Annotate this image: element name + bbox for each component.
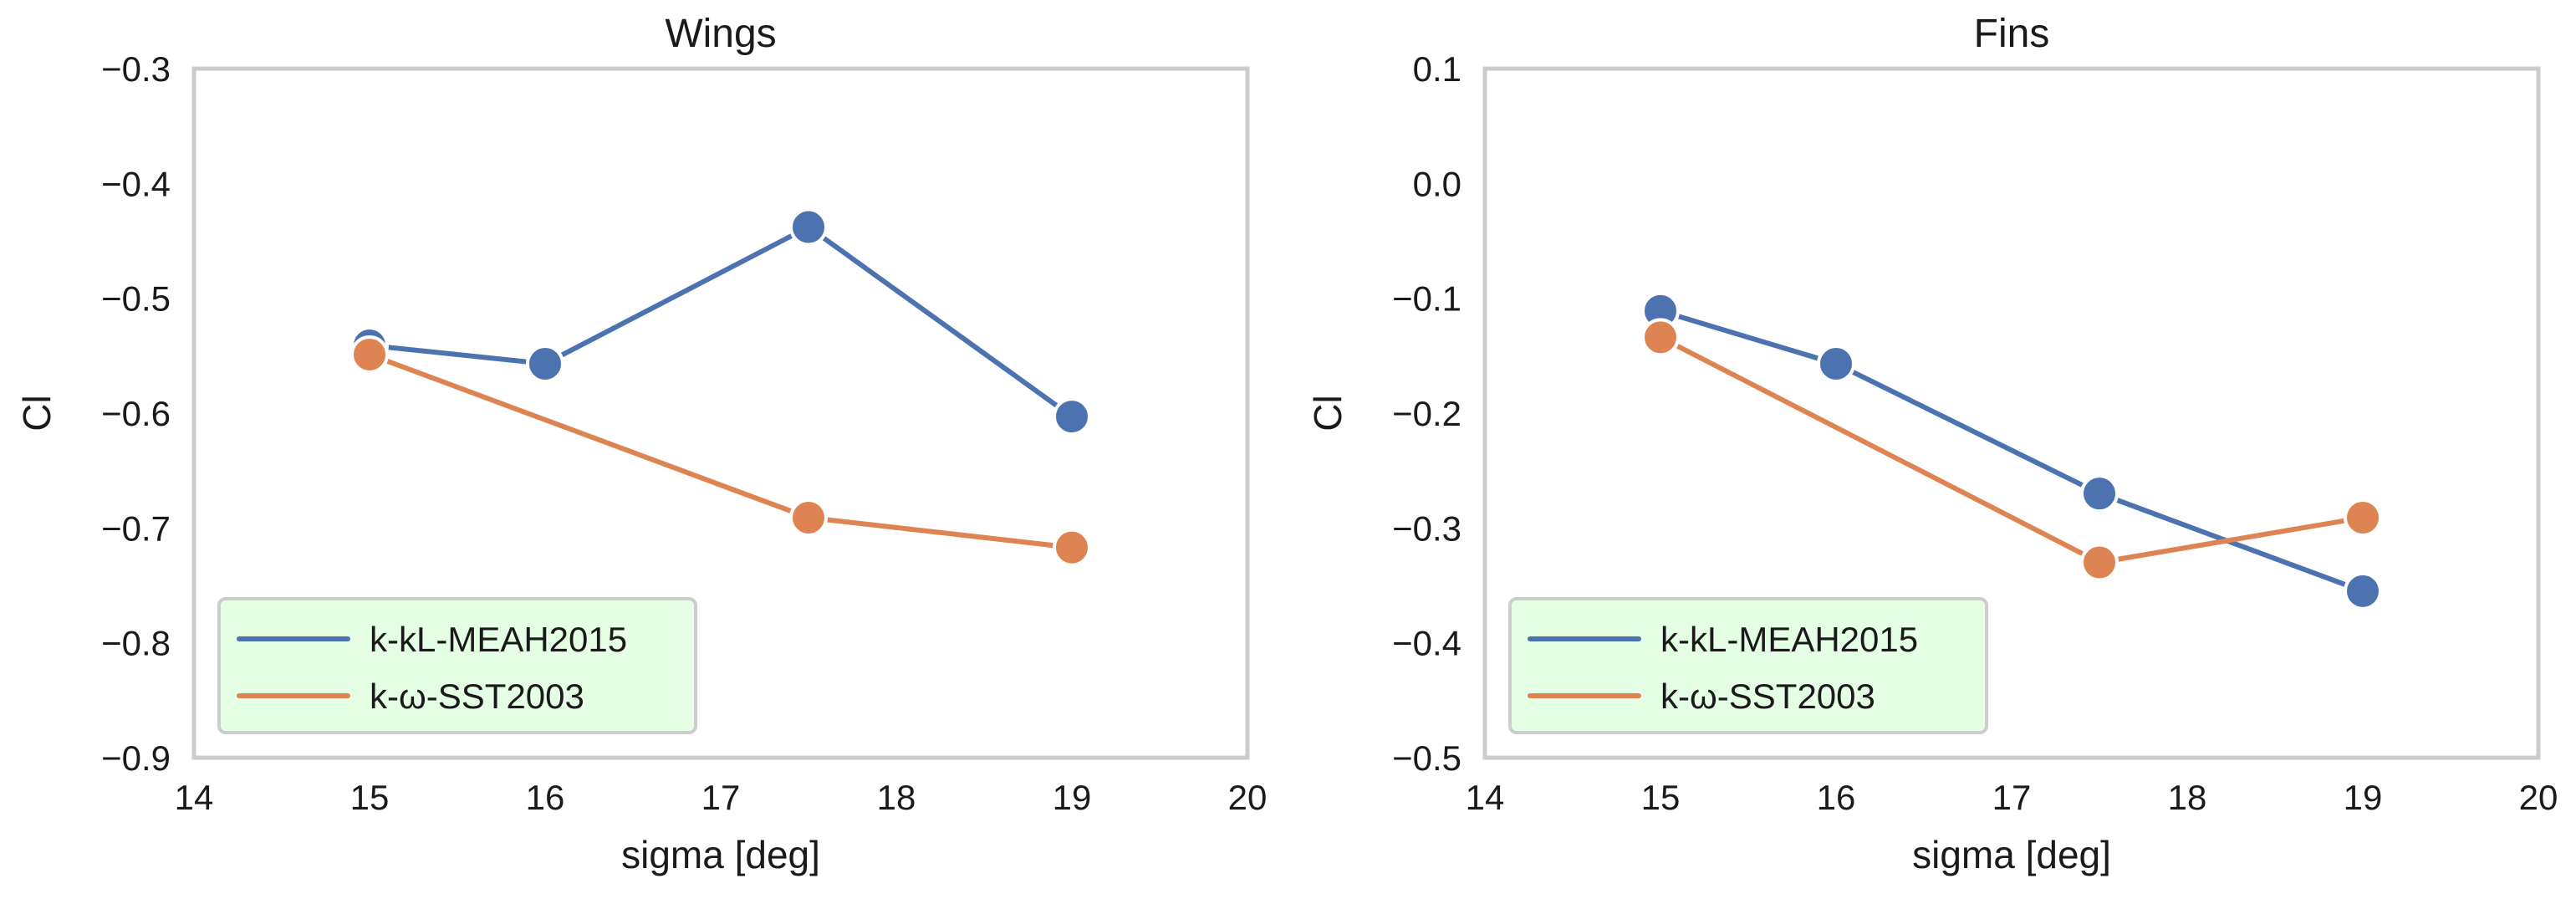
legend: k-kL-MEAH2015 k-ω-SST2003	[1508, 597, 1988, 734]
data-point	[1817, 344, 1855, 383]
y-tick-label: −0.4	[101, 164, 171, 203]
y-tick-label: −0.5	[1392, 738, 1461, 778]
data-point	[789, 498, 828, 537]
y-tick-label: −0.4	[1392, 624, 1461, 663]
y-tick-label: −0.3	[101, 49, 171, 89]
data-point	[350, 335, 389, 374]
chart-title: Fins	[1974, 12, 2050, 56]
data-point	[2080, 543, 2119, 582]
legend-label: k-ω-SST2003	[370, 677, 584, 716]
legend-box	[217, 597, 697, 734]
legend: k-kL-MEAH2015 k-ω-SST2003	[217, 597, 697, 734]
y-tick-label: −0.7	[101, 508, 171, 548]
legend-box	[1508, 597, 1988, 734]
x-tick-label: 20	[1228, 778, 1268, 817]
chart-title: Wings	[665, 12, 776, 56]
data-point	[1641, 318, 1680, 357]
data-point	[526, 344, 564, 383]
x-tick-label: 17	[701, 778, 741, 817]
x-tick-label: 19	[2344, 778, 2383, 817]
legend-label: k-ω-SST2003	[1660, 677, 1875, 716]
y-tick-label: −0.6	[101, 394, 171, 433]
data-point	[2080, 474, 2119, 513]
x-tick-label: 19	[1053, 778, 1092, 817]
x-tick-label: 16	[526, 778, 565, 817]
x-tick-label: 15	[1641, 778, 1681, 817]
y-axis-label: Cl	[1306, 395, 1349, 431]
x-axis-label: sigma [deg]	[1912, 833, 2111, 876]
data-point	[2344, 571, 2382, 610]
y-tick-label: −0.3	[1392, 508, 1461, 548]
y-tick-label: −0.1	[1392, 279, 1461, 319]
data-point	[789, 207, 828, 247]
x-tick-label: 15	[350, 778, 390, 817]
panel-wings: Wings 14 15 16 17 18 19 20 −0.9 −0.8 −0.7 −0.6 −0.5 −…	[15, 12, 1267, 876]
legend-label: k-kL-MEAH2015	[370, 620, 627, 659]
x-tick-label: 14	[1466, 778, 1505, 817]
data-point	[1053, 397, 1091, 437]
panel-fins: Fins 14 15 16 17 18 19 20 −0.5 −0.4 −0.3 −0.2 −0.1 0.…	[1306, 12, 2558, 876]
data-point	[2344, 498, 2382, 537]
x-tick-label: 14	[175, 778, 214, 817]
x-axis-label: sigma [deg]	[621, 833, 820, 876]
series-line-0	[367, 224, 1074, 420]
y-axis-label: Cl	[15, 395, 59, 431]
data-point	[1053, 528, 1091, 567]
y-tick-label: 0.1	[1413, 49, 1461, 89]
y-tick-label: −0.9	[101, 738, 171, 778]
x-tick-label: 18	[2168, 778, 2207, 817]
y-tick-label: −0.8	[101, 624, 171, 663]
y-tick-label: 0.0	[1413, 164, 1461, 203]
y-tick-label: −0.2	[1392, 394, 1461, 433]
legend-label: k-kL-MEAH2015	[1660, 620, 1918, 659]
x-tick-label: 18	[877, 778, 916, 817]
x-tick-label: 16	[1817, 778, 1856, 817]
x-tick-label: 17	[1992, 778, 2032, 817]
y-tick-label: −0.5	[101, 279, 171, 319]
x-tick-label: 20	[2519, 778, 2558, 817]
